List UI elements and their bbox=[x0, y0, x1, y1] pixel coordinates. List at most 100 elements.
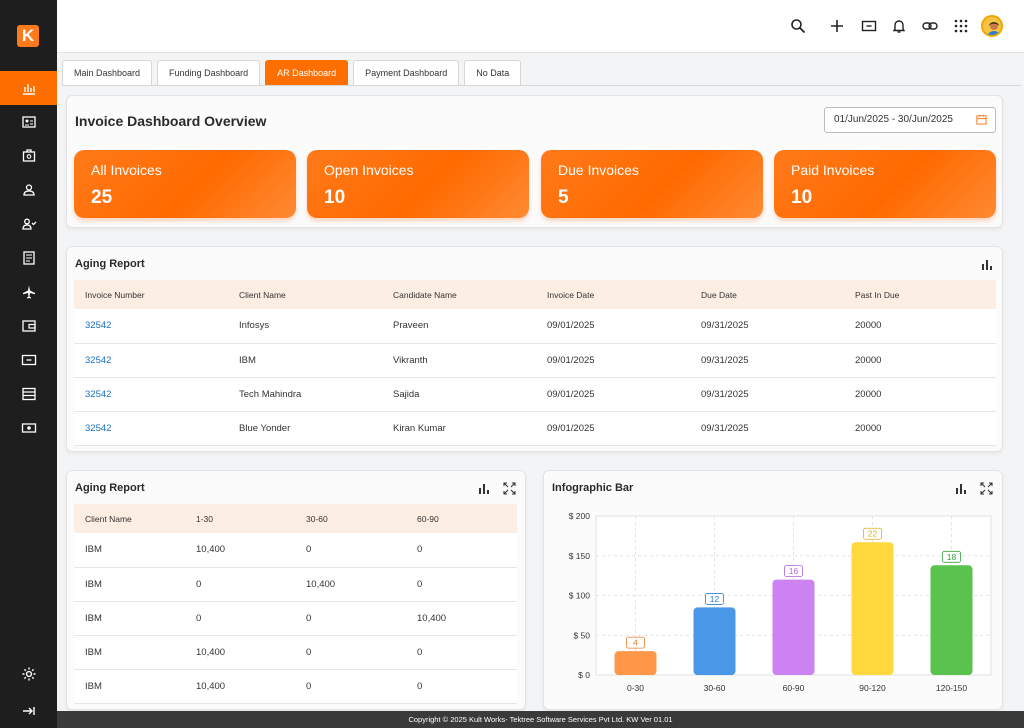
stat-value: 10 bbox=[791, 187, 813, 208]
overview-title: Invoice Dashboard Overview bbox=[75, 113, 267, 129]
ticket-icon[interactable] bbox=[859, 16, 879, 36]
data-label-box bbox=[705, 593, 724, 605]
bar-chart-icon[interactable] bbox=[478, 482, 491, 495]
table-cell: IBM bbox=[228, 343, 382, 378]
wallet-icon bbox=[21, 320, 36, 332]
document-icon bbox=[22, 251, 35, 265]
stat-card-all-invoices[interactable]: All Invoices 25 bbox=[74, 150, 296, 218]
sidebar-item-list[interactable] bbox=[0, 377, 57, 411]
table-cell: Sajida bbox=[382, 377, 536, 412]
users-icon bbox=[21, 218, 36, 230]
sidebar-item-document[interactable] bbox=[0, 241, 57, 275]
tab-ar-dashboard[interactable]: AR Dashboard bbox=[265, 60, 349, 85]
table-row: 32542 Blue Yonder Kiran Kumar 09/01/2025 09/… bbox=[74, 411, 996, 446]
table-cell: Vikranth bbox=[382, 343, 536, 378]
infographic-title: Infographic Bar bbox=[552, 482, 634, 494]
tab-payment-dashboard[interactable]: Payment Dashboard bbox=[353, 60, 460, 85]
list-icon bbox=[21, 387, 36, 401]
ticket-icon bbox=[21, 354, 36, 366]
sidebar-item-money[interactable] bbox=[0, 411, 57, 445]
table-cell: 0 bbox=[295, 601, 406, 636]
data-label-box bbox=[626, 636, 645, 649]
stat-card-open-invoices[interactable]: Open Invoices 10 bbox=[307, 150, 529, 218]
id-card-icon bbox=[21, 116, 36, 128]
invoice-number-link[interactable]: 32542 bbox=[74, 309, 228, 344]
app-logo[interactable]: K bbox=[17, 25, 39, 47]
table-cell: 10,400 bbox=[185, 669, 295, 704]
tab-no-data[interactable]: No Data bbox=[464, 60, 522, 85]
user-icon bbox=[22, 184, 35, 196]
bell-icon[interactable] bbox=[889, 16, 909, 36]
tabs-divider bbox=[62, 85, 1021, 86]
invoice-number-link[interactable]: 32542 bbox=[74, 343, 228, 378]
y-tick-label: $ 0 bbox=[578, 670, 590, 680]
column-header: Candidate Name bbox=[382, 280, 536, 309]
table-row: 32542 Tech Mahindra Sajida 09/01/2025 09/31/… bbox=[74, 377, 996, 412]
table-cell: 10,400 bbox=[185, 533, 295, 568]
table-cell: 09/31/2025 bbox=[690, 411, 844, 446]
table-row: IBM 0 0 10,400 bbox=[74, 601, 517, 636]
bar-chart-icon[interactable] bbox=[955, 482, 968, 495]
table-cell: IBM bbox=[74, 669, 185, 704]
column-header: 1-30 bbox=[185, 504, 295, 533]
airplane-icon bbox=[22, 285, 35, 299]
stat-card-paid-invoices[interactable]: Paid Invoices 10 bbox=[774, 150, 996, 218]
avatar[interactable] bbox=[981, 15, 1003, 37]
table-cell: 09/31/2025 bbox=[690, 343, 844, 378]
bar-60-90 bbox=[772, 579, 815, 675]
money-icon bbox=[21, 423, 36, 433]
infographic-bar-card: Infographic Bar $ 0 $ 50 $ 100 $ 150 $ 200 4 0… bbox=[543, 470, 1003, 710]
bar-30-60 bbox=[693, 607, 736, 675]
infographic-bar-chart: $ 0 $ 50 $ 100 $ 150 $ 200 4 0-30 12 30-60 16 60-9… bbox=[569, 511, 992, 693]
column-header: Client Name bbox=[74, 504, 185, 533]
y-tick-label: $ 200 bbox=[569, 511, 591, 521]
sidebar-item-bar-chart[interactable] bbox=[0, 71, 57, 105]
stat-label: Due Invoices bbox=[558, 162, 639, 178]
aging-report-summary-title: Aging Report bbox=[75, 482, 145, 494]
aging-report-table: Invoice Number Client Name Candidate Name I… bbox=[74, 280, 996, 446]
plus-icon[interactable] bbox=[827, 16, 847, 36]
dashboard-tabs: Main Dashboard Funding Dashboard AR Dashbo… bbox=[62, 60, 526, 85]
sidebar-item-briefcase[interactable] bbox=[0, 139, 57, 173]
sidebar-item-airplane[interactable] bbox=[0, 275, 57, 309]
collapse-arrow-icon[interactable] bbox=[0, 694, 57, 728]
stat-value: 10 bbox=[324, 187, 346, 208]
column-header: Past In Due bbox=[844, 280, 996, 309]
sidebar-item-wallet[interactable] bbox=[0, 309, 57, 343]
sidebar-item-ticket[interactable] bbox=[0, 343, 57, 377]
apps-grid-icon[interactable] bbox=[951, 16, 971, 36]
invoice-number-link[interactable]: 32542 bbox=[74, 377, 228, 412]
sidebar-item-users[interactable] bbox=[0, 207, 57, 241]
table-cell: 09/01/2025 bbox=[536, 377, 690, 412]
data-label-box bbox=[784, 565, 803, 577]
date-range-picker[interactable]: 01/Jun/2025 - 30/Jun/2025 bbox=[824, 107, 996, 133]
data-label-box bbox=[942, 550, 961, 563]
bar-chart-icon[interactable] bbox=[981, 258, 994, 271]
footer: Copyright © 2025 Kult Works- Tektree Sof… bbox=[57, 711, 1024, 728]
sidebar-item-id-card[interactable] bbox=[0, 105, 57, 139]
sidebar-item-user[interactable] bbox=[0, 173, 57, 207]
calendar-icon bbox=[976, 114, 987, 125]
tab-main-dashboard[interactable]: Main Dashboard bbox=[62, 60, 153, 85]
table-row: IBM 10,400 0 0 bbox=[74, 533, 517, 568]
stat-card-due-invoices[interactable]: Due Invoices 5 bbox=[541, 150, 763, 218]
table-cell: Infosys bbox=[228, 309, 382, 344]
tab-funding-dashboard[interactable]: Funding Dashboard bbox=[157, 60, 261, 85]
x-tick-label: 30-60 bbox=[704, 683, 726, 693]
column-header: 30-60 bbox=[295, 504, 406, 533]
table-cell: Blue Yonder bbox=[228, 411, 382, 446]
link-icon[interactable] bbox=[920, 16, 940, 36]
table-cell: Praveen bbox=[382, 309, 536, 344]
aging-report-summary-card: Aging Report Client Name 1-30 30-60 60-90 I… bbox=[66, 470, 526, 710]
invoice-number-link[interactable]: 32542 bbox=[74, 411, 228, 446]
y-tick-label: $ 150 bbox=[569, 551, 591, 561]
table-cell: 0 bbox=[406, 567, 517, 602]
table-cell: IBM bbox=[74, 601, 185, 636]
gear-icon[interactable] bbox=[0, 657, 57, 691]
expand-icon[interactable] bbox=[980, 482, 993, 495]
table-cell: 0 bbox=[406, 533, 517, 568]
table-cell: 09/31/2025 bbox=[690, 377, 844, 412]
data-label: 4 bbox=[633, 638, 638, 648]
expand-icon[interactable] bbox=[503, 482, 516, 495]
search-icon[interactable] bbox=[788, 16, 808, 36]
